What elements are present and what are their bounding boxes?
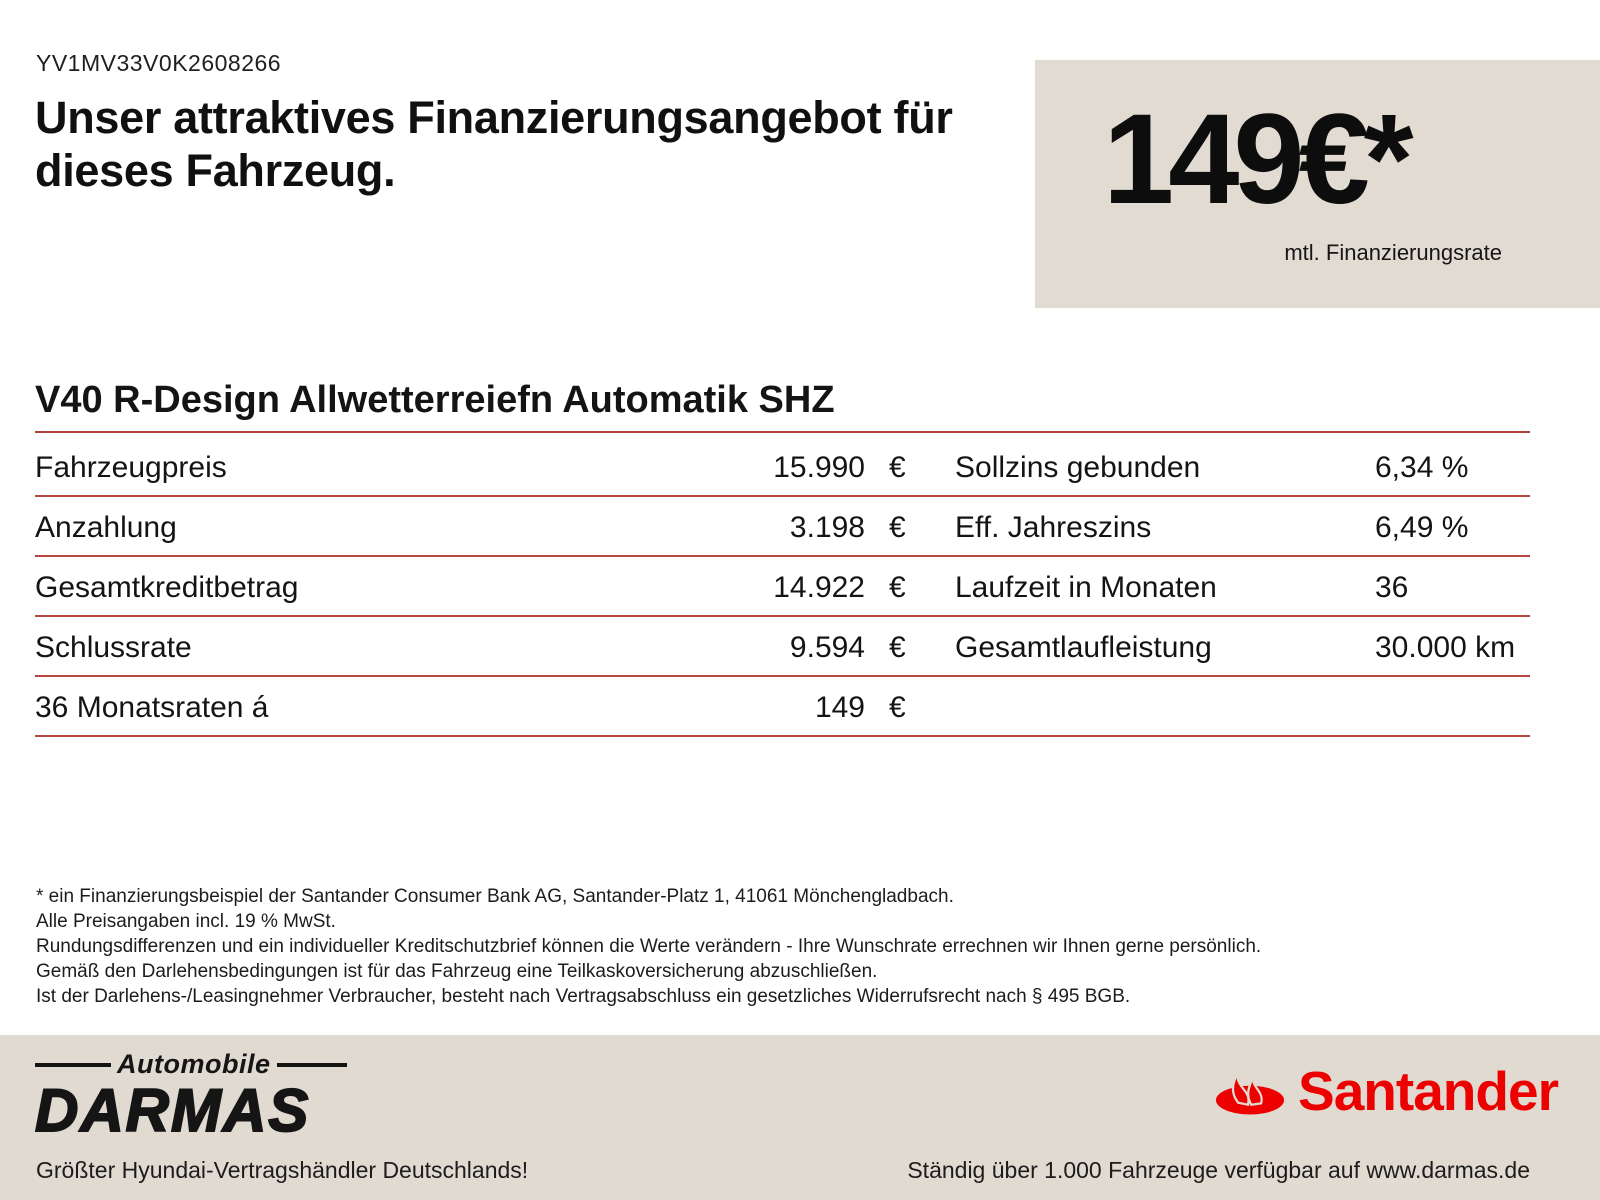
table-row: Anzahlung 3.198 € Eff. Jahreszins 6,49 % <box>35 497 1530 557</box>
disclaimer-line: Ist der Darlehens-/Leasingnehmer Verbrau… <box>36 986 1131 1007</box>
rate-amount: 149€* <box>1103 88 1414 231</box>
disclaimer-line: * ein Finanzierungsbeispiel der Santande… <box>36 886 954 907</box>
santander-flame-icon <box>1214 1061 1286 1122</box>
footer-notes: Größter Hyundai-Vertragshändler Deutschl… <box>0 1157 1600 1184</box>
row-unit-left: € <box>889 631 906 664</box>
table-row: Schlussrate 9.594 € Gesamtlaufleistung 3… <box>35 617 1530 677</box>
table-row: Fahrzeugpreis 15.990 € Sollzins gebunden… <box>35 437 1530 497</box>
vehicle-title: V40 R-Design Allwetterreiefn Automatik S… <box>35 378 1530 433</box>
row-label-right: Gesamtlaufleistung <box>955 631 1212 664</box>
row-unit-left: € <box>889 511 906 544</box>
disclaimer-line: Rundungsdifferenzen und ein individuelle… <box>36 936 1262 957</box>
rate-caption: mtl. Finanzierungsrate <box>1284 240 1502 265</box>
footer-band: Automobile DARMAS Santander Größter Hyun… <box>0 1035 1600 1200</box>
table-row: 36 Monatsraten á 149 € <box>35 677 1530 737</box>
finance-table: Fahrzeugpreis 15.990 € Sollzins gebunden… <box>35 437 1530 737</box>
row-value-left: 14.922 <box>773 571 865 604</box>
monthly-rate-box: 149€* mtl. Finanzierungsrate <box>1035 60 1600 308</box>
row-label-left: 36 Monatsraten á <box>35 691 269 724</box>
row-value-left: 3.198 <box>789 511 865 544</box>
row-value-left: 9.594 <box>789 631 865 664</box>
dealer-logo: Automobile DARMAS <box>34 1049 347 1144</box>
row-value-right: 30.000 km <box>1375 631 1516 664</box>
row-label-right: Laufzeit in Monaten <box>955 571 1217 604</box>
dealer-logo-script-line: Automobile <box>35 1049 347 1080</box>
page-title: Unser attraktives Finanzierungsangebot f… <box>35 92 953 196</box>
footer-note-left: Größter Hyundai-Vertragshändler Deutschl… <box>36 1157 529 1183</box>
disclaimer: * ein Finanzierungsbeispiel der Santande… <box>36 884 1261 1009</box>
footer-note-right: Ständig über 1.000 Fahrzeuge verfügbar a… <box>907 1157 1530 1183</box>
vin-number: YV1MV33V0K2608266 <box>36 50 282 76</box>
row-label-left: Schlussrate <box>35 631 192 664</box>
dealer-logo-script: Automobile <box>117 1049 271 1079</box>
row-label-left: Fahrzeugpreis <box>35 451 227 484</box>
logo-rule-right <box>276 1062 347 1067</box>
row-value-left: 15.990 <box>773 451 865 484</box>
santander-logo: Santander <box>1214 1060 1559 1122</box>
row-unit-left: € <box>889 691 906 724</box>
row-value-right: 6,49 % <box>1375 511 1469 544</box>
table-row: Gesamtkreditbetrag 14.922 € Laufzeit in … <box>35 557 1530 617</box>
disclaimer-line: Alle Preisangaben incl. 19 % MwSt. <box>36 911 336 932</box>
row-label-left: Anzahlung <box>35 511 177 544</box>
row-unit-left: € <box>889 571 906 604</box>
row-value-left: 149 <box>814 691 865 724</box>
row-unit-left: € <box>889 451 906 484</box>
row-label-left: Gesamtkreditbetrag <box>35 571 299 604</box>
row-value-right: 6,34 % <box>1375 451 1469 484</box>
row-value-right: 36 <box>1375 571 1409 604</box>
dealer-logo-wordmark: DARMAS <box>34 1077 311 1144</box>
row-label-right: Eff. Jahreszins <box>955 511 1152 544</box>
logo-rule-left <box>35 1062 111 1067</box>
row-label-right: Sollzins gebunden <box>955 451 1201 484</box>
disclaimer-line: Gemäß den Darlehensbedingungen ist für d… <box>36 961 878 982</box>
santander-wordmark: Santander <box>1298 1060 1559 1122</box>
